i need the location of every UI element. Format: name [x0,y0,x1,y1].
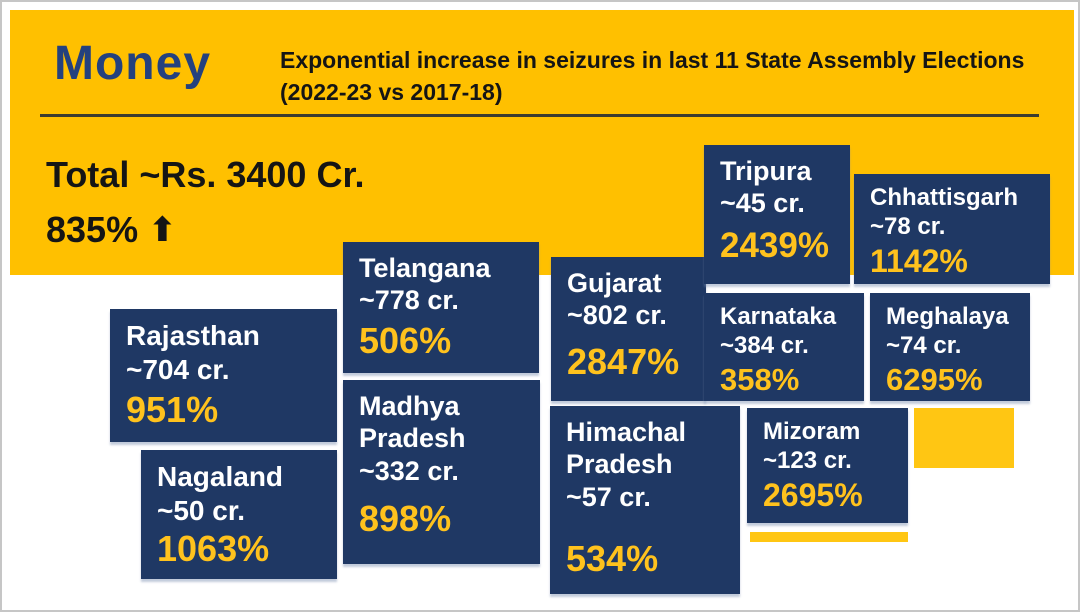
state-box-madhya-pradesh: Madhya Pradesh ~332 cr. 898% [343,380,540,564]
state-increase-percent: 2847% [567,340,680,382]
state-name: Telangana [359,253,491,283]
state-box-nagaland: Nagaland ~50 cr. 1063% [141,450,337,579]
state-box-tripura: Tripura ~45 cr. 2439% [704,145,850,284]
state-increase-percent: 2439% [720,225,829,265]
state-box-rajasthan: Rajasthan ~704 cr. 951% [110,309,337,442]
state-name: Gujarat [567,268,662,298]
state-increase-percent: 534% [566,538,659,580]
state-seizure-amount: ~778 cr. [359,285,459,316]
state-seizure-amount: ~332 cr. [359,455,459,486]
state-increase-percent: 2695% [763,476,863,513]
state-name: Meghalaya [886,303,1009,330]
state-name: Tripura [720,156,812,186]
state-increase-percent: 1142% [870,242,968,279]
state-seizure-amount: ~45 cr. [720,188,805,219]
state-box-chhattisgarh: Chhattisgarh ~78 cr. 1142% [854,174,1050,284]
state-seizure-amount: ~74 cr. [886,331,962,359]
state-increase-percent: 951% [126,389,219,431]
state-seizure-amount: ~78 cr. [870,212,946,240]
state-seizure-amount: ~123 cr. [763,446,852,474]
state-box-himachal-pradesh: Himachal Pradesh ~57 cr. 534% [550,406,740,594]
divider-line [40,114,1039,117]
total-seizures-label: Total ~Rs. 3400 Cr. [46,154,365,195]
state-seizure-amount: ~384 cr. [720,331,809,359]
state-seizure-amount: ~704 cr. [126,353,230,385]
state-seizure-amount: ~57 cr. [566,481,651,512]
page-title: Money [54,37,212,90]
state-name: Karnataka [720,303,837,330]
up-arrow-icon: ⬆ [148,211,177,249]
accent-rectangle [914,408,1014,468]
state-increase-percent: 358% [720,361,800,397]
state-increase-percent: 898% [359,498,452,540]
state-name: Nagaland [157,461,284,492]
state-name: Madhya Pradesh [359,391,466,454]
state-box-mizoram: Mizoram ~123 cr. 2695% [747,408,908,523]
state-increase-percent: 1063% [157,528,270,570]
state-name: Rajasthan [126,320,260,351]
state-seizure-amount: ~802 cr. [567,300,667,331]
state-increase-percent: 506% [359,319,452,361]
state-name: Himachal Pradesh [566,417,687,480]
state-name: Chhattisgarh [870,184,1019,211]
page-subtitle: Exponential increase in seizures in last… [280,47,1025,106]
total-increase-value: 835% [46,209,139,250]
state-box-meghalaya: Meghalaya ~74 cr. 6295% [870,293,1030,401]
total-increase-label: 835% ⬆ [46,209,177,251]
state-box-telangana: Telangana ~778 cr. 506% [343,242,539,373]
accent-underline-bar [750,532,908,542]
state-increase-percent: 6295% [886,361,983,397]
state-seizure-amount: ~50 cr. [157,494,245,526]
state-box-gujarat: Gujarat ~802 cr. 2847% [551,257,706,401]
state-name: Mizoram [763,418,861,445]
state-box-karnataka: Karnataka ~384 cr. 358% [704,293,864,401]
